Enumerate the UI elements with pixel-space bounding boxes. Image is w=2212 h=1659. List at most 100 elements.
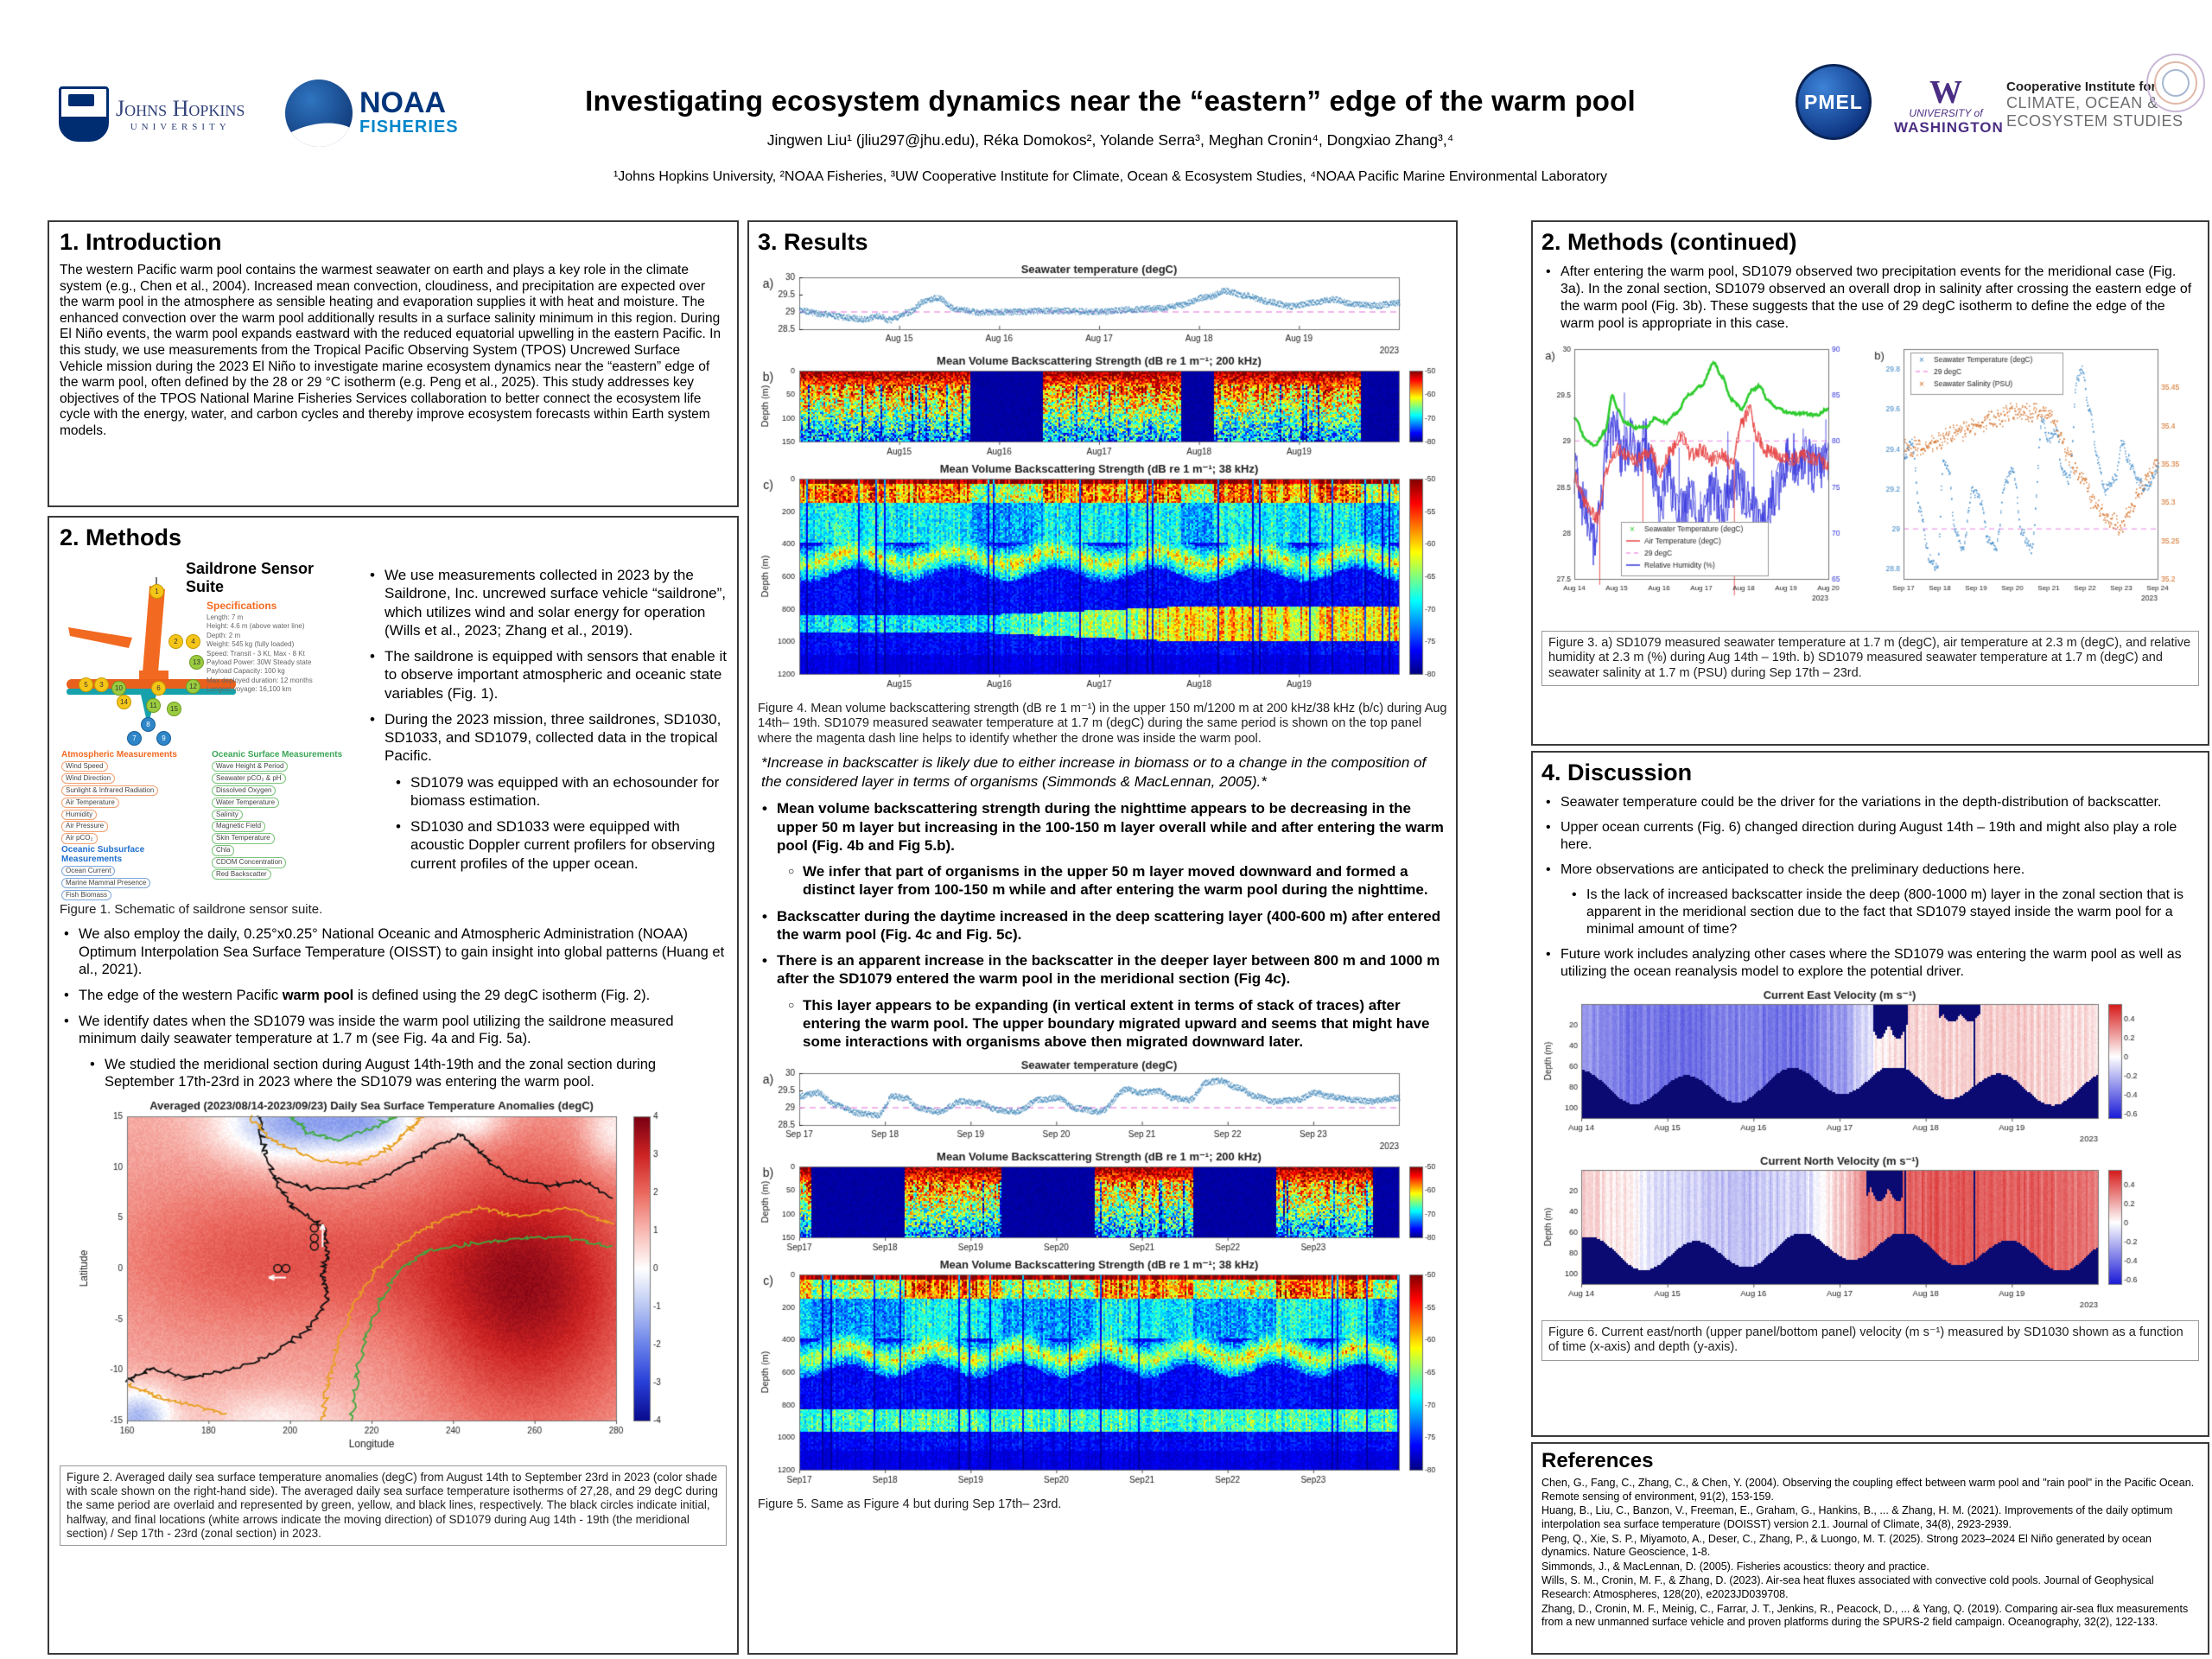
- sensor-number-badge: 8: [141, 717, 156, 732]
- figure5-caption: Figure 5. Same as Figure 4 but during Se…: [758, 1497, 1062, 1512]
- references-section: References Chen, G., Fang, C., Zhang, C.…: [1531, 1442, 2209, 1655]
- introduction-heading: 1. Introduction: [60, 229, 222, 255]
- methods-bullet: We identify dates when the SD1079 was in…: [60, 1013, 727, 1048]
- bullet-text: The edge of the western Pacific: [79, 987, 283, 1003]
- uw-logo: W UNIVERSITY of WASHINGTON: [1894, 74, 2004, 137]
- sensor-item: Air Temperature: [61, 797, 119, 809]
- methods-section: 2. Methods Saildrone Sensor Suite 1: [48, 516, 739, 1655]
- oceanic-subsurface-measurements-group: Oceanic Subsurface Measurements Ocean Cu…: [61, 845, 198, 900]
- uw-logo-line2: WASHINGTON: [1894, 119, 2004, 137]
- methods-bullets-lower: We also employ the daily, 0.25°x0.25° Na…: [60, 925, 727, 1091]
- methods-bullets: We use measurements collected in 2023 by…: [365, 558, 727, 918]
- methods-heading: 2. Methods: [60, 524, 182, 550]
- sensor-item: Sunlight & Infrared Radiation: [61, 785, 159, 797]
- spec-line: Length: 7 m: [207, 613, 244, 621]
- sensor-number-badge: 3: [94, 677, 109, 692]
- results-bullet: There is an apparent increase in the bac…: [758, 951, 1447, 988]
- figure6-caption: Figure 6. Current east/north (upper pane…: [1541, 1320, 2199, 1361]
- figure5c-echogram-38khz: [758, 1257, 1449, 1498]
- jhu-logo-text: Johns Hopkins: [116, 96, 245, 121]
- sensor-item: Ocean Current: [61, 866, 116, 877]
- figure2-caption: Figure 2. Averaged daily sea surface tem…: [60, 1465, 727, 1546]
- spec-line: Payload Power: 30W Steady state: [207, 658, 312, 666]
- sensor-item: Seawater pCO₂ & pH: [212, 772, 286, 785]
- reference-item: Huang, B., Liu, C., Banzon, V., Freeman,…: [1541, 1504, 2173, 1530]
- pmel-logo: PMEL: [1796, 64, 1872, 140]
- methods-continued-section: 2. Methods (continued) After entering th…: [1531, 220, 2209, 746]
- sensor-number-badge: 5: [79, 677, 93, 692]
- sensor-item: Air Pressure: [61, 821, 109, 832]
- spec-line: Depth: 2 m: [207, 631, 241, 639]
- figure3a-temperature-humidity-plot: [1541, 340, 1867, 626]
- spec-line: Longest voyage: 16,100 km: [207, 685, 292, 694]
- figure1-caption: Figure 1. Schematic of saildrone sensor …: [60, 902, 323, 917]
- reference-item: Simmonds, J., & MacLennan, D. (2005). Fi…: [1541, 1560, 1929, 1573]
- introduction-section: 1. Introduction The western Pacific warm…: [48, 220, 739, 507]
- discussion-bullet: Seawater temperature could be the driver…: [1541, 794, 2199, 811]
- references-heading: References: [1541, 1449, 1654, 1472]
- sensor-number-badge: 14: [117, 695, 131, 709]
- methods-sub-bullet: We studied the meridional section during…: [86, 1056, 727, 1091]
- cicoes-line1: Cooperative Institute for: [2006, 79, 2157, 94]
- results-bullets: Mean volume backscattering strength duri…: [758, 799, 1447, 1051]
- spec-line: Height: 4.6 m (above water line): [207, 622, 305, 631]
- oceanic-surface-measurements-group: Oceanic Surface Measurements Wave Height…: [212, 750, 353, 881]
- methods-continued-heading: 2. Methods (continued): [1541, 229, 1797, 255]
- specs-heading: Specifications: [207, 600, 277, 612]
- figure2-sst-anomaly-map: [73, 1099, 713, 1462]
- sensor-item: Fish Biomass: [61, 889, 112, 900]
- sensor-item: CDOM Concentration: [212, 857, 287, 868]
- sensor-number-badge: 4: [186, 634, 200, 649]
- methods-bullet: During the 2023 mission, three saildrone…: [365, 710, 727, 766]
- discussion-heading: 4. Discussion: [1541, 760, 1693, 785]
- discussion-sub-bullet: Is the lack of increased backscatter ins…: [1567, 887, 2199, 938]
- figure5b-echogram-200khz: [758, 1149, 1449, 1258]
- reference-item: Wills, S. M., Cronin, M. F., & Zhang, D.…: [1541, 1574, 2154, 1600]
- discussion-bullet: Future work includes analyzing other cas…: [1541, 946, 2199, 981]
- sensor-item: Magnetic Field: [212, 821, 266, 832]
- jhu-logo-subtext: UNIVERSITY: [130, 122, 231, 132]
- figure6-current-north-velocity: [1541, 1154, 2196, 1320]
- bullet-text: is defined using the 29 degC isotherm (F…: [353, 987, 651, 1003]
- saildrone-specifications: Specifications Length: 7 m Height: 4.6 m…: [207, 600, 353, 695]
- figure3-caption: Figure 3. a) SD1079 measured seawater te…: [1541, 631, 2199, 687]
- discussion-section: 4. Discussion Seawater temperature could…: [1531, 751, 2209, 1437]
- results-section: 3. Results Figure 4. Mean volume backsca…: [747, 220, 1458, 1655]
- sensor-item: Salinity: [212, 809, 243, 820]
- methods-bullet: We use measurements collected in 2023 by…: [365, 566, 727, 639]
- sensor-item: Skin Temperature: [212, 833, 275, 844]
- references-list: Chen, G., Fang, C., Zhang, C., & Chen, Y…: [1541, 1477, 2199, 1630]
- results-sub-bullet: This layer appears to be expanding (in v…: [784, 996, 1447, 1052]
- methods-continued-bullet: After entering the warm pool, SD1079 obs…: [1541, 264, 2199, 333]
- methods-sub-bullet: SD1079 was equipped with an echosounder …: [391, 773, 727, 810]
- group-heading: Atmospheric Measurements: [61, 750, 177, 760]
- cicoes-swirl-icon: [2146, 54, 2205, 112]
- saildrone-figure-title: Saildrone Sensor Suite: [186, 560, 315, 595]
- group-heading: Oceanic Subsurface Measurements: [61, 845, 145, 864]
- bullet-text-bold: warm pool: [282, 987, 354, 1003]
- sensor-item: Marine Mammal Presence: [61, 877, 151, 889]
- sensor-item: Chla: [212, 845, 235, 856]
- atmospheric-measurements-group: Atmospheric Measurements Wind Speed Wind…: [61, 750, 198, 845]
- discussion-bullet: More observations are anticipated to che…: [1541, 861, 2199, 879]
- figure5a-seawater-temperature-plot: [758, 1058, 1449, 1150]
- sensor-number-badge: 1: [149, 584, 164, 599]
- reference-item: Chen, G., Fang, C., Zhang, C., & Chen, Y…: [1541, 1477, 2195, 1503]
- affiliations-line: ¹Johns Hopkins University, ²NOAA Fisheri…: [613, 169, 1608, 184]
- sensor-item: Wave Height & Period: [212, 761, 289, 772]
- sensor-number-badge: 10: [111, 681, 126, 696]
- figure4b-echogram-200khz: [758, 353, 1449, 461]
- discussion-bullet: Upper ocean currents (Fig. 6) changed di…: [1541, 819, 2199, 854]
- results-sub-bullet: We infer that part of organisms in the u…: [784, 862, 1447, 899]
- cicoes-line3: ECOSYSTEM STUDIES: [2006, 112, 2183, 130]
- results-heading: 3. Results: [758, 229, 868, 255]
- uw-logo-line1: UNIVERSITY of: [1909, 107, 1983, 120]
- spec-line: Max deployed duration: 12 months: [207, 676, 313, 684]
- figure4c-echogram-38khz: [758, 461, 1449, 702]
- results-bullet: Mean volume backscattering strength duri…: [758, 799, 1447, 855]
- uw-w-icon: W: [1929, 74, 1962, 111]
- methods-bullet: The saildrone is equipped with sensors t…: [365, 647, 727, 702]
- results-bullet: Backscatter during the daytime increased…: [758, 907, 1447, 944]
- figure3b-temperature-salinity-plot: [1871, 340, 2196, 626]
